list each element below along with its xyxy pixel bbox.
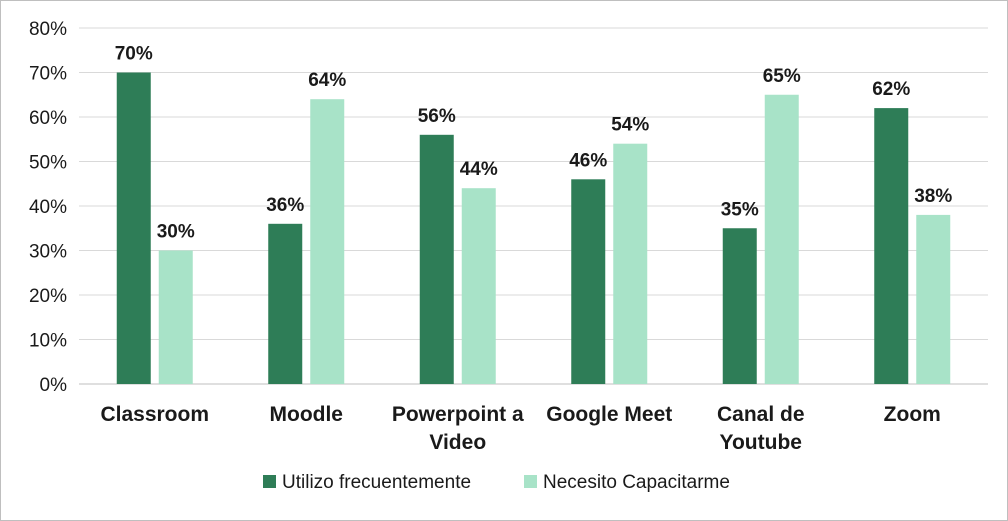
y-tick-label: 50%	[29, 153, 67, 174]
category-label: Video	[429, 431, 486, 454]
y-tick-label: 40%	[29, 197, 67, 218]
data-label: 62%	[872, 79, 910, 100]
bar-necesito	[764, 94, 799, 384]
y-tick-label: 60%	[29, 108, 67, 129]
bar-necesito	[613, 143, 648, 384]
y-tick-label: 80%	[29, 19, 67, 40]
category-label: Classroom	[100, 403, 209, 426]
data-label: 70%	[115, 44, 153, 65]
category-label: Zoom	[884, 403, 941, 426]
y-tick-label: 70%	[29, 64, 67, 85]
bar-utilizo	[571, 179, 606, 384]
y-axis-ticks: 0% 10% 20% 30% 40% 50% 60% 70% 80%	[29, 19, 67, 396]
x-axis-categories: Classroom Moodle Powerpoint a Video Google M…	[100, 403, 940, 454]
data-label: 46%	[569, 150, 607, 171]
bar-necesito	[310, 99, 345, 384]
category-label: Canal de	[717, 403, 805, 426]
legend-label: Necesito Capacitarme	[543, 472, 730, 493]
bar-necesito	[916, 214, 951, 384]
category-label: Youtube	[720, 431, 802, 454]
data-label: 54%	[611, 115, 649, 136]
legend-swatch	[524, 475, 537, 488]
bar-utilizo	[116, 72, 151, 384]
data-label: 35%	[721, 199, 759, 220]
legend-label: Utilizo frecuentemente	[282, 472, 471, 493]
legend-swatch	[263, 475, 276, 488]
category-label: Moodle	[270, 403, 344, 426]
bar-utilizo	[722, 228, 757, 384]
y-tick-label: 10%	[29, 331, 67, 352]
data-labels: 70% 30% 36% 64% 56% 44% 46%54% 35% 65% 62% 38%	[115, 44, 953, 243]
bar-necesito	[158, 250, 193, 384]
bars	[116, 72, 951, 384]
gridlines	[79, 27, 988, 385]
data-label: 36%	[266, 195, 304, 216]
legend: Utilizo frecuentemente Necesito Capacitar…	[263, 472, 730, 493]
y-tick-label: 0%	[40, 375, 68, 396]
category-label: Google Meet	[546, 403, 672, 426]
data-label: 30%	[157, 222, 195, 243]
data-label: 65%	[763, 66, 801, 87]
bar-utilizo	[268, 223, 303, 384]
category-label: Powerpoint a	[392, 403, 524, 426]
data-label: 38%	[914, 186, 952, 207]
bar-utilizo	[874, 108, 909, 384]
bar-utilizo	[419, 134, 454, 384]
y-tick-label: 30%	[29, 242, 67, 263]
data-label: 64%	[308, 70, 346, 91]
data-label: 44%	[460, 159, 498, 180]
bar-necesito	[461, 188, 496, 384]
y-tick-label: 20%	[29, 286, 67, 307]
data-label: 56%	[418, 106, 456, 127]
